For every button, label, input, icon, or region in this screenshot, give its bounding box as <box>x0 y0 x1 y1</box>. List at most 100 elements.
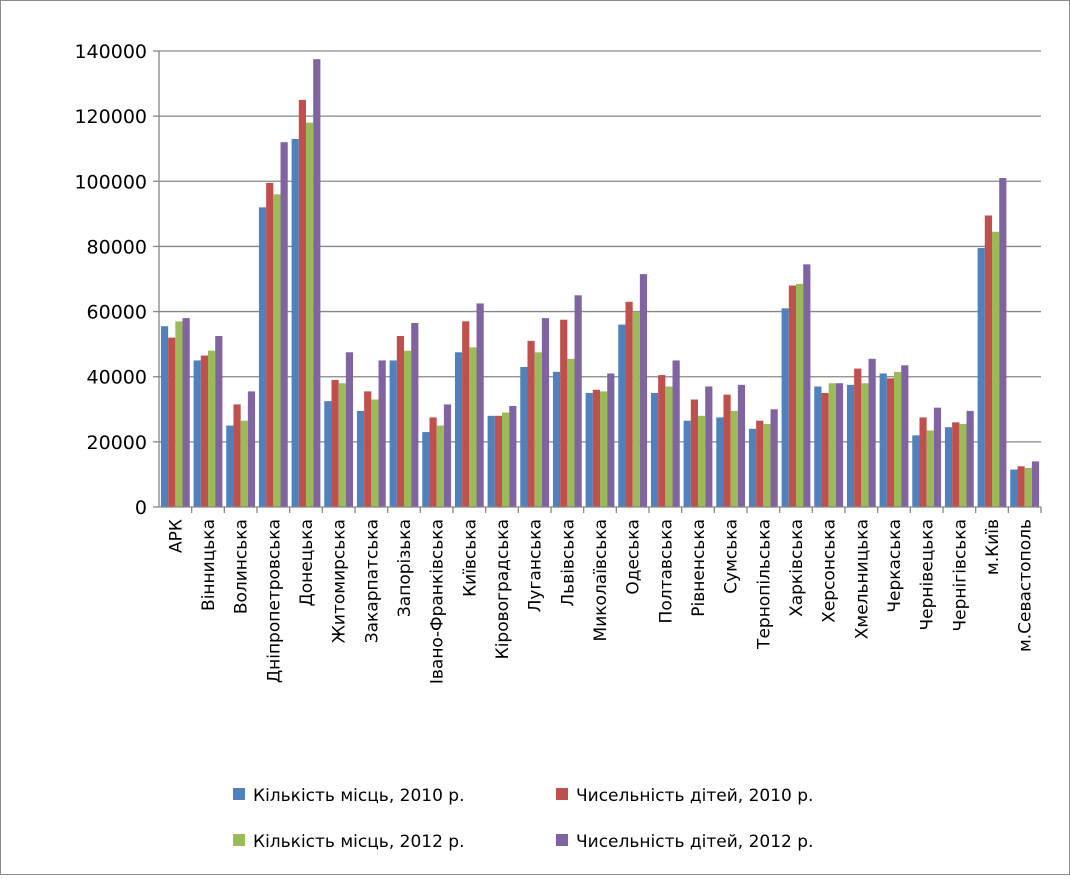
bar <box>476 303 484 507</box>
x-category-label: Рівненська <box>689 519 709 617</box>
bar <box>672 360 680 507</box>
bar <box>1010 469 1018 507</box>
bar <box>690 399 698 507</box>
bar <box>338 383 346 507</box>
y-tick-labels: 0 20000 40000 60000 80000 100000 120000 140000 <box>74 41 147 519</box>
axes <box>153 50 1042 513</box>
bar <box>462 321 470 507</box>
bar <box>585 393 593 507</box>
x-category-label: Запорізька <box>395 519 415 617</box>
bar <box>560 319 568 507</box>
bar <box>763 423 771 507</box>
bar <box>600 391 608 507</box>
bar <box>429 417 437 507</box>
bar <box>266 182 274 507</box>
bar <box>788 285 796 507</box>
bar <box>639 274 648 507</box>
bar <box>705 386 713 507</box>
x-category-label: Житомирська <box>330 519 350 643</box>
bar <box>520 366 528 507</box>
y-tick-label: 140000 <box>74 41 147 63</box>
y-tick-label: 20000 <box>87 432 147 454</box>
bar <box>803 264 811 507</box>
legend-swatch <box>556 788 568 800</box>
bar <box>331 379 339 507</box>
bar <box>509 406 517 507</box>
bar <box>422 432 430 507</box>
bar <box>541 318 550 507</box>
bar <box>984 215 992 507</box>
x-category-label: Херсонська <box>820 519 840 623</box>
x-category-label: Дніпропетровська <box>264 519 284 683</box>
bar <box>901 365 909 507</box>
x-category-label: Київська <box>460 519 480 597</box>
legend-swatch <box>233 834 245 846</box>
bar <box>371 399 379 507</box>
bar <box>534 352 542 507</box>
bar <box>1017 466 1025 507</box>
bar <box>404 350 412 507</box>
bar <box>552 371 561 507</box>
bar <box>625 301 633 507</box>
y-tick-label: 80000 <box>87 236 147 258</box>
bar <box>944 427 953 507</box>
bar <box>175 321 183 507</box>
bar <box>607 373 615 507</box>
bar <box>193 360 201 507</box>
bar <box>592 389 600 507</box>
bar <box>389 360 397 507</box>
bar <box>226 425 234 507</box>
x-category-label: м.Севастополь <box>1016 519 1036 652</box>
x-category-label: Волинська <box>232 519 252 614</box>
bar <box>233 404 241 507</box>
bar <box>999 178 1007 507</box>
bar <box>952 422 960 507</box>
bar <box>992 231 1000 507</box>
x-category-label: Івано-Франківська <box>428 519 448 684</box>
legend-label: Чисельність дітей, 2010 р. <box>576 786 813 806</box>
x-category-label: Вінницька <box>199 519 219 611</box>
bar <box>313 59 321 508</box>
bar <box>364 391 372 507</box>
gridlines <box>159 50 1041 443</box>
bar <box>919 417 927 507</box>
bar <box>781 308 789 507</box>
bar <box>835 383 844 507</box>
bar <box>298 99 306 507</box>
bar <box>665 386 673 507</box>
bar <box>650 393 659 507</box>
legend-swatch <box>556 834 568 846</box>
bar <box>854 368 862 507</box>
bar <box>814 386 822 507</box>
x-category-label: АРК <box>166 519 186 553</box>
legend: Кількість місць, 2010 р. Чисельність діте… <box>233 786 813 852</box>
bar <box>658 375 666 507</box>
x-category-label: Львівська <box>558 519 578 607</box>
x-category-label: Одеська <box>624 519 644 595</box>
bar <box>469 347 477 507</box>
bar <box>912 435 920 507</box>
bar <box>280 142 288 507</box>
legend-swatch <box>233 788 245 800</box>
x-category-label: Тернопільська <box>754 519 774 650</box>
bar <box>1031 461 1040 507</box>
bar <box>502 412 510 507</box>
bar <box>411 322 419 507</box>
bar <box>756 420 764 507</box>
bar <box>291 138 299 507</box>
x-category-label: Донецька <box>297 519 317 607</box>
legend-label: Чисельність дітей, 2012 р. <box>576 832 813 852</box>
legend-label: Кількість місць, 2010 р. <box>253 786 465 806</box>
bar <box>966 410 974 507</box>
bar <box>378 360 386 507</box>
bar <box>796 283 804 507</box>
y-tick-label: 120000 <box>74 106 147 128</box>
bar <box>208 350 216 507</box>
bar <box>168 337 176 507</box>
bar <box>487 415 495 507</box>
bar <box>861 383 869 507</box>
x-category-labels: АРК Вінницька Волинська Дніпропетровська Дон… <box>166 519 1035 684</box>
bar <box>748 428 757 507</box>
x-category-label: Полтавська <box>656 519 676 623</box>
x-category-label: Харківська <box>787 519 807 617</box>
